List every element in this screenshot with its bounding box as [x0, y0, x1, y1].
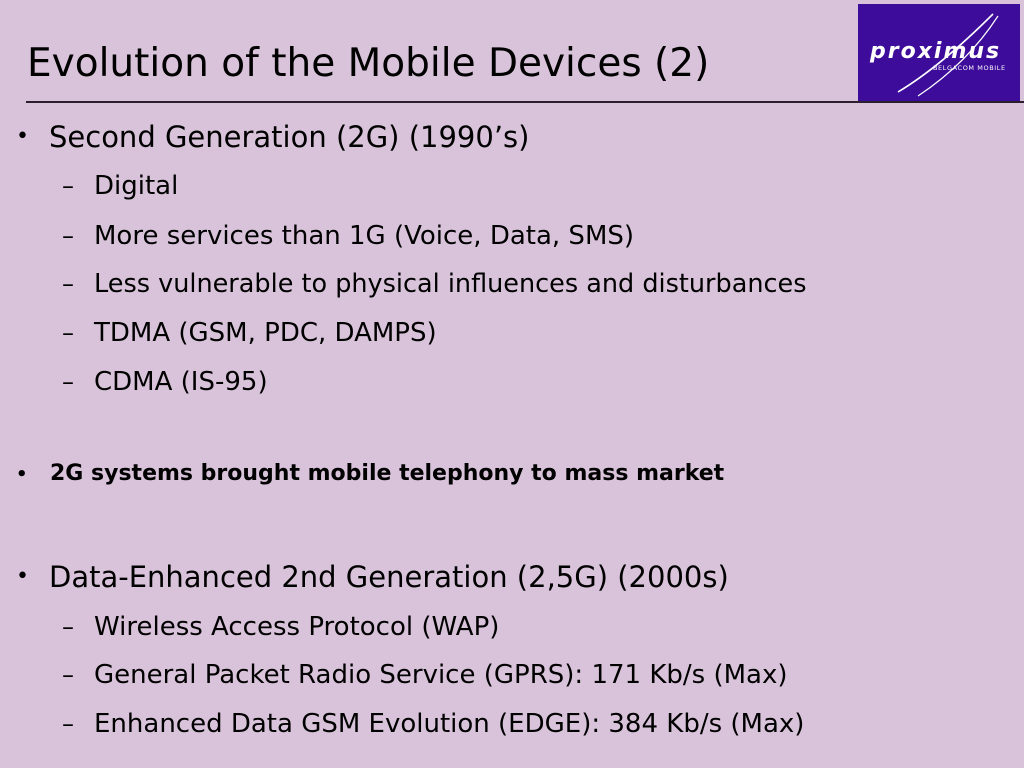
section-heading: 2G systems brought mobile telephony to m… — [50, 461, 725, 486]
list-item: – General Packet Radio Service (GPRS): 1… — [0, 657, 1024, 693]
sub-item: TDMA (GSM, PDC, DAMPS) — [94, 318, 437, 348]
list-item: • Data-Enhanced 2nd Generation (2,5G) (2… — [0, 557, 1024, 597]
bullet-icon: • — [16, 124, 29, 149]
dash-icon: – — [62, 270, 74, 298]
sub-item: More services than 1G (Voice, Data, SMS) — [94, 221, 635, 251]
dash-icon: – — [62, 222, 74, 250]
bullet-icon: • — [16, 564, 29, 589]
list-item: – TDMA (GSM, PDC, DAMPS) — [0, 315, 1024, 351]
sub-item: Wireless Access Protocol (WAP) — [94, 612, 500, 642]
proximus-logo: proximus BELGACOM MOBILE — [858, 4, 1020, 101]
list-item: • 2G systems brought mobile telephony to… — [0, 459, 1024, 489]
section-heading: Second Generation (2G) (1990’s) — [49, 120, 530, 154]
dash-icon: – — [62, 368, 74, 396]
dash-icon: – — [62, 613, 74, 641]
logo-swoosh-icon — [897, 13, 999, 97]
list-item: – Wireless Access Protocol (WAP) — [0, 609, 1024, 645]
list-item: – Enhanced Data GSM Evolution (EDGE): 38… — [0, 706, 1024, 742]
slide-title: Evolution of the Mobile Devices (2) — [27, 41, 710, 86]
dash-icon: – — [62, 661, 74, 689]
sub-item: General Packet Radio Service (GPRS): 171… — [94, 660, 788, 690]
logo-wordmark: proximus — [870, 39, 1002, 64]
sub-item: Enhanced Data GSM Evolution (EDGE): 384 … — [94, 709, 805, 739]
list-item: – Less vulnerable to physical influences… — [0, 266, 1024, 302]
dash-icon: – — [62, 172, 74, 200]
bullet-icon: • — [16, 464, 28, 485]
dash-icon: – — [62, 710, 74, 738]
sub-item: Digital — [94, 171, 179, 201]
list-item: – Digital — [0, 168, 1024, 204]
dash-icon: – — [62, 319, 74, 347]
logo-subtitle: BELGACOM MOBILE — [933, 64, 1006, 72]
section-heading: Data-Enhanced 2nd Generation (2,5G) (200… — [49, 560, 729, 594]
list-item: • Second Generation (2G) (1990’s) — [0, 117, 1024, 157]
title-divider — [26, 101, 1024, 103]
sub-item: CDMA (IS-95) — [94, 367, 268, 397]
sub-item: Less vulnerable to physical influences a… — [94, 269, 807, 299]
list-item: – More services than 1G (Voice, Data, SM… — [0, 218, 1024, 254]
list-item: – CDMA (IS-95) — [0, 364, 1024, 400]
